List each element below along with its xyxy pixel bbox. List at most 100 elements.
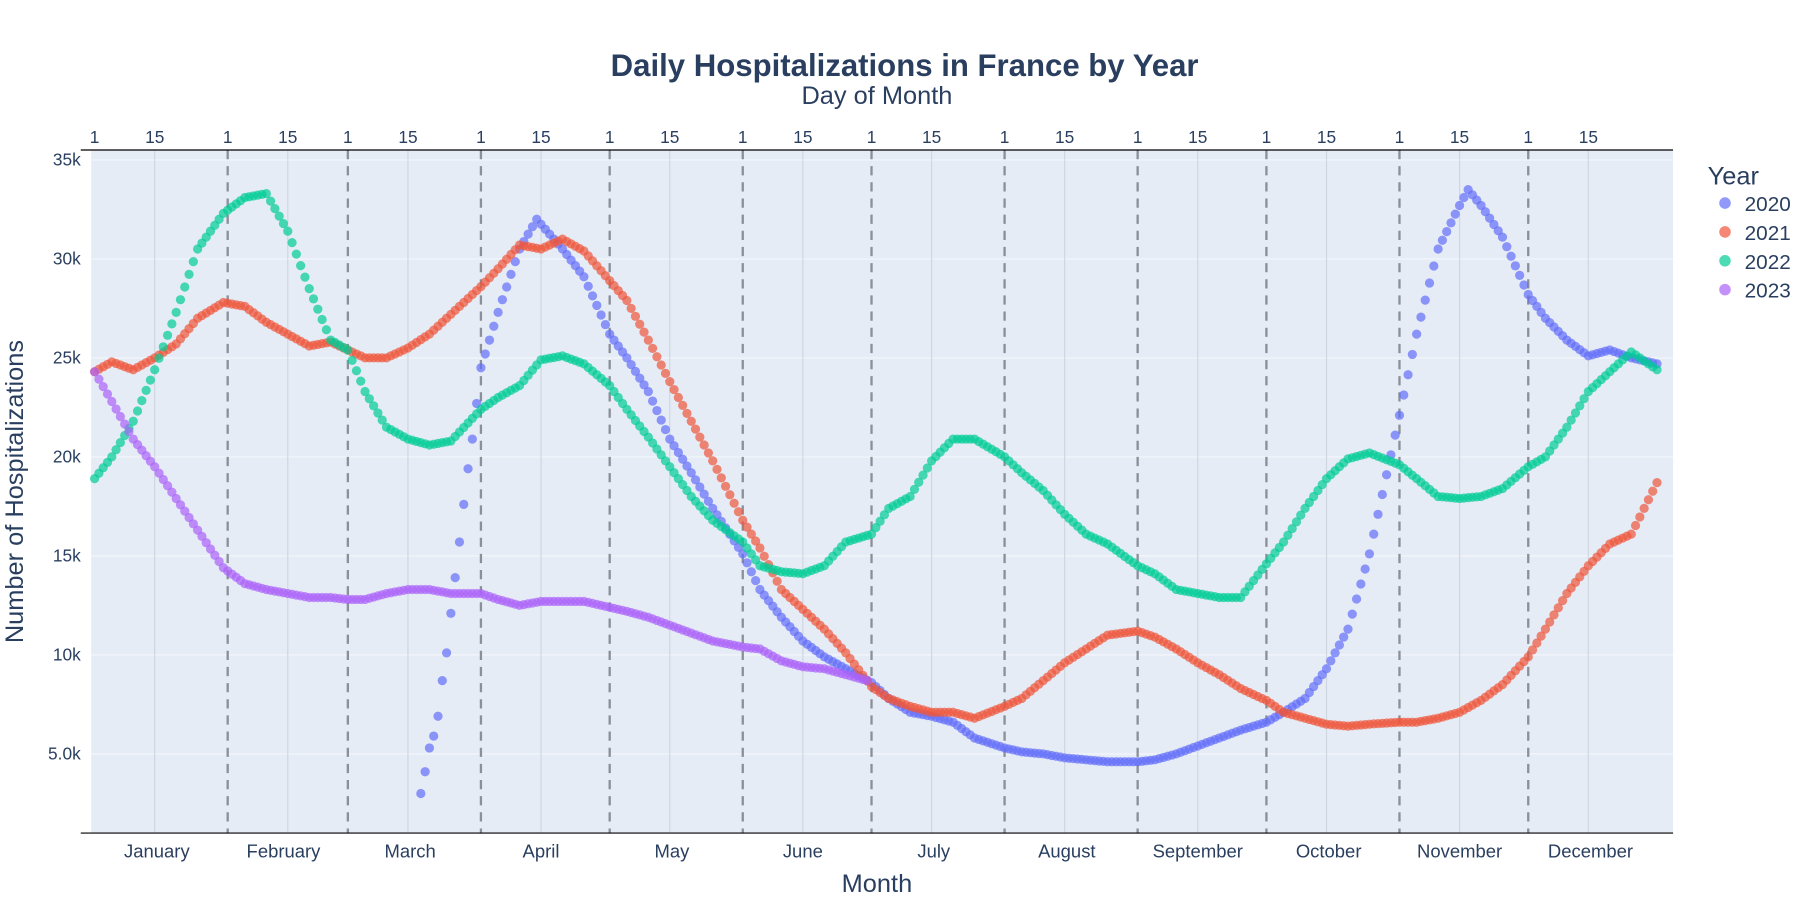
day-tick-label: 15 xyxy=(1055,127,1074,147)
data-point xyxy=(115,438,125,448)
data-point xyxy=(918,470,928,480)
data-point xyxy=(416,788,426,799)
data-point xyxy=(137,396,147,406)
data-point xyxy=(145,375,156,385)
data-point xyxy=(922,463,932,473)
y-tick-label: 15k xyxy=(53,546,81,566)
data-point xyxy=(1369,529,1379,539)
data-point xyxy=(1446,218,1456,228)
data-point xyxy=(639,327,649,337)
month-label: October xyxy=(1296,840,1362,861)
data-point xyxy=(265,196,276,206)
x-axis-title: Month xyxy=(842,870,913,898)
month-label: February xyxy=(247,840,322,861)
data-point xyxy=(656,415,666,425)
data-point xyxy=(909,484,920,494)
data-point xyxy=(506,269,516,279)
day-tick-label: 1 xyxy=(476,127,486,147)
data-point xyxy=(364,394,374,404)
data-point xyxy=(493,307,503,317)
data-point xyxy=(695,482,705,492)
data-point xyxy=(635,319,645,329)
data-point xyxy=(1373,509,1383,519)
data-point xyxy=(347,355,357,365)
month-label: June xyxy=(783,840,823,861)
data-point xyxy=(1321,664,1332,674)
data-point xyxy=(1540,624,1551,634)
data-point xyxy=(171,307,181,317)
series-2022 xyxy=(89,188,1662,603)
data-point xyxy=(669,384,679,395)
day-tick-label: 15 xyxy=(1188,127,1207,147)
y-tick-label: 30k xyxy=(53,249,81,269)
data-point xyxy=(1545,617,1555,627)
legend-label-2022: 2022 xyxy=(1745,251,1791,274)
data-point xyxy=(141,385,151,395)
data-point xyxy=(1450,209,1460,219)
data-point xyxy=(1437,235,1448,245)
data-point xyxy=(626,360,636,370)
data-point xyxy=(652,352,662,362)
data-point xyxy=(433,711,443,721)
data-point xyxy=(1515,270,1525,281)
data-point xyxy=(502,282,512,292)
data-point xyxy=(583,281,593,291)
data-point xyxy=(467,434,477,444)
month-label: March xyxy=(384,840,435,861)
data-point xyxy=(300,272,310,282)
data-point xyxy=(1566,415,1576,425)
data-point xyxy=(1416,312,1426,322)
data-point xyxy=(291,249,301,259)
month-label: January xyxy=(124,840,190,861)
data-point xyxy=(742,558,752,568)
data-point xyxy=(738,515,748,525)
day-tick-label: 1 xyxy=(223,127,233,147)
day-tick-label: 15 xyxy=(660,127,679,147)
chart-title: Daily Hospitalizations in France by Year xyxy=(611,48,1199,83)
data-point xyxy=(167,319,177,329)
data-point xyxy=(1399,390,1409,400)
day-tick-label: 1 xyxy=(1395,127,1405,147)
data-point xyxy=(523,229,533,239)
data-point xyxy=(1394,410,1405,420)
data-point xyxy=(1296,510,1306,520)
data-point xyxy=(862,676,872,686)
data-point xyxy=(686,416,696,426)
data-point xyxy=(111,445,121,455)
data-point xyxy=(665,434,675,444)
data-point xyxy=(1412,329,1422,339)
data-point xyxy=(351,366,362,376)
data-point xyxy=(673,392,683,403)
data-point xyxy=(759,551,769,561)
day-tick-label: 1 xyxy=(738,127,748,147)
data-point xyxy=(115,411,125,422)
data-point xyxy=(725,490,735,500)
data-point xyxy=(1532,638,1542,648)
data-point xyxy=(1433,244,1443,254)
data-point xyxy=(695,432,705,442)
data-point xyxy=(317,314,327,325)
data-point xyxy=(484,335,495,345)
data-point xyxy=(158,342,168,352)
data-point xyxy=(459,499,469,510)
data-point xyxy=(278,219,289,229)
data-point xyxy=(180,282,190,292)
data-point xyxy=(1377,489,1387,500)
day-tick-label: 1 xyxy=(1523,127,1533,147)
data-point xyxy=(1339,632,1349,642)
data-point xyxy=(1356,579,1366,589)
data-point xyxy=(626,303,636,314)
data-point xyxy=(1429,261,1439,271)
data-point xyxy=(678,454,688,464)
data-point xyxy=(283,226,293,236)
data-point xyxy=(1648,486,1658,496)
y-tick-label: 10k xyxy=(53,645,81,665)
data-point xyxy=(420,767,430,777)
data-point xyxy=(343,345,353,355)
data-point xyxy=(102,389,113,399)
day-tick-label: 15 xyxy=(1579,127,1598,147)
data-point xyxy=(914,477,924,487)
legend-marker-2021 xyxy=(1719,226,1731,238)
data-point xyxy=(98,381,108,392)
